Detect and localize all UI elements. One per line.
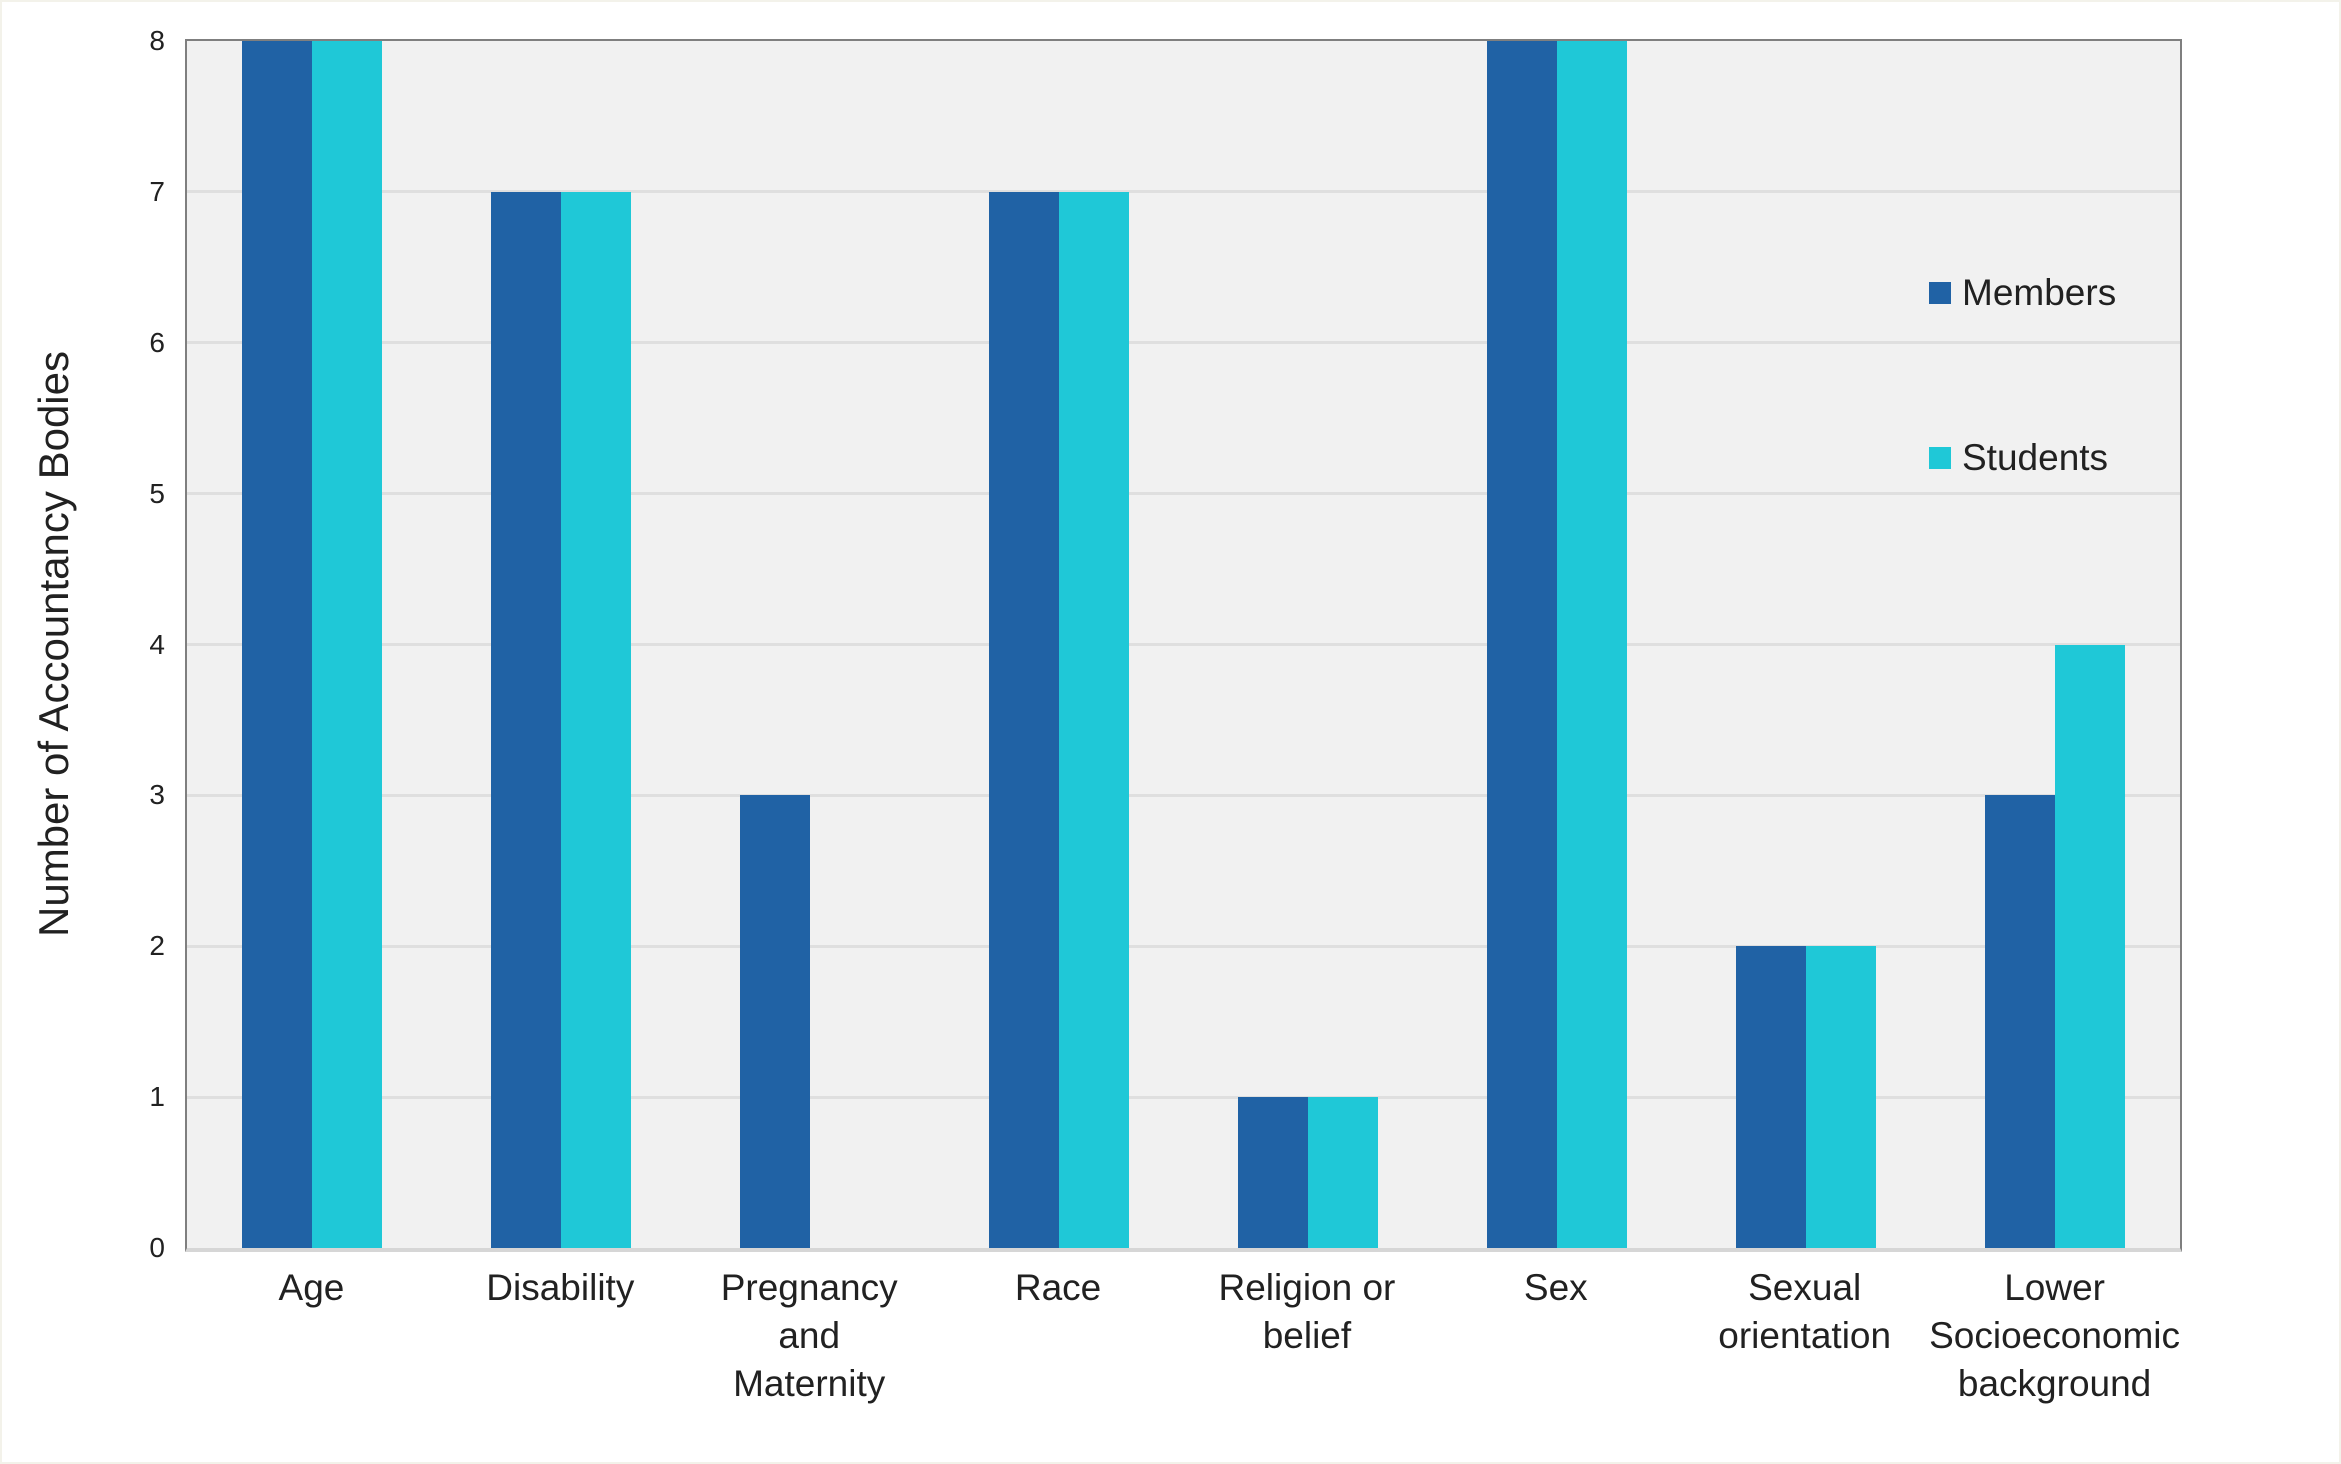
legend-item-members: Members <box>1929 271 2116 315</box>
bar-members <box>1736 946 1807 1248</box>
bar-members <box>241 41 312 1248</box>
bar-members <box>1985 795 2056 1248</box>
bar-students <box>1806 946 1877 1248</box>
gridline <box>187 341 2180 345</box>
gridline <box>187 793 2180 797</box>
bar-students <box>1308 1097 1379 1248</box>
bar-students <box>2055 644 2126 1248</box>
bar-students <box>1058 191 1129 1248</box>
bar-members <box>1238 1097 1309 1248</box>
bar-members <box>490 191 561 1248</box>
y-axis-tick-label: 6 <box>149 326 165 358</box>
gridline <box>187 492 2180 496</box>
category-group <box>436 41 685 1248</box>
plot-area <box>185 39 2182 1252</box>
y-axis-tick-label: 5 <box>149 477 165 509</box>
x-axis-label: Disability <box>486 1267 635 1308</box>
x-axis-label: Lower Socioeconomic background <box>1929 1267 2181 1404</box>
y-axis-tick-label: 1 <box>149 1081 165 1113</box>
bar-members <box>1487 41 1558 1248</box>
bar-students <box>1557 41 1628 1248</box>
x-axis-label: Race <box>1014 1267 1102 1308</box>
x-axis: Age Disability Pregnancy and Maternity Race… <box>187 1264 2181 1408</box>
x-axis-label: Religion or belief <box>1218 1267 1396 1356</box>
gridline <box>187 643 2180 646</box>
category-group <box>934 41 1183 1248</box>
bars-container <box>187 41 2180 1248</box>
legend-label: Members <box>1962 272 2117 313</box>
gridline <box>187 190 2180 194</box>
category-group <box>187 41 436 1248</box>
x-axis-label: Pregnancy and Maternity <box>720 1267 898 1404</box>
legend-item-students: Students <box>1929 436 2108 480</box>
legend-swatch-students-icon <box>1929 447 1951 469</box>
category-group <box>1433 41 1682 1248</box>
x-axis-label: Sex <box>1523 1267 1588 1308</box>
y-axis-tick-label: 3 <box>149 779 165 811</box>
y-axis-tick-label: 7 <box>149 175 165 207</box>
gridline <box>187 944 2180 948</box>
y-axis-tick-label: 2 <box>149 930 165 962</box>
category-group <box>1931 41 2180 1248</box>
category-group <box>1184 41 1433 1248</box>
bar-students <box>560 191 631 1248</box>
y-axis-tick-label: 4 <box>149 628 165 660</box>
legend-label: Students <box>1962 437 2109 478</box>
category-group <box>685 41 934 1248</box>
y-axis-tick-label: 8 <box>149 25 165 56</box>
x-axis-label: Sexual orientation <box>1718 1267 1892 1356</box>
x-axis-label: Age <box>278 1267 345 1308</box>
gridline <box>187 1095 2180 1099</box>
y-axis-tick-label: 0 <box>149 1232 165 1263</box>
bar-students <box>311 41 382 1248</box>
category-group <box>1682 41 1931 1248</box>
legend-swatch-members-icon <box>1929 282 1951 304</box>
bar-members <box>739 795 810 1248</box>
bar-members <box>988 191 1059 1248</box>
